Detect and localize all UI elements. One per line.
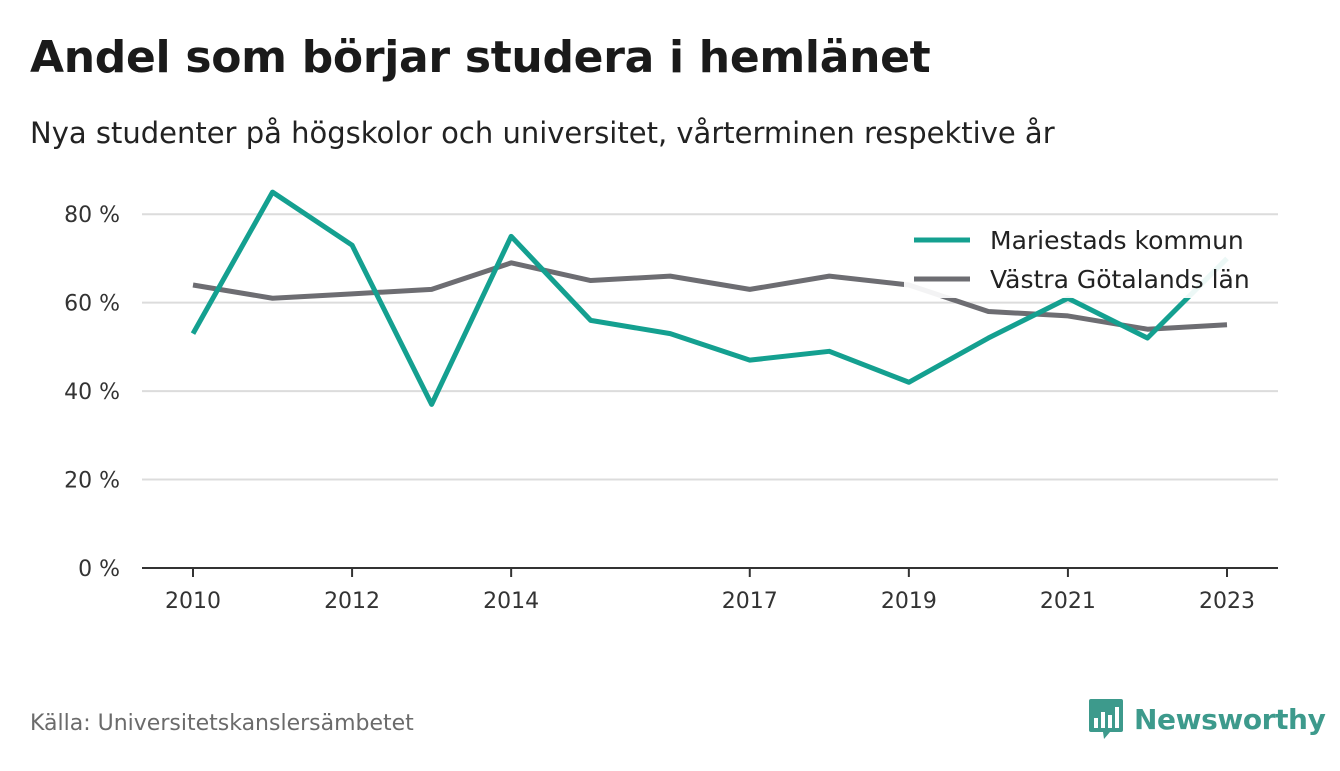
y-tick-label: 80 % <box>64 203 120 228</box>
legend-label: Västra Götalands län <box>990 265 1250 294</box>
brand-name: Newsworthy <box>1134 702 1326 736</box>
x-tick-label: 2017 <box>722 589 778 614</box>
x-axis-ticks: 2010 2012 2014 2017 2019 2021 2023 <box>165 568 1255 614</box>
source-note: Källa: Universitetskanslersämbetet <box>30 711 414 736</box>
x-tick-label: 2012 <box>324 589 380 614</box>
legend-label: Mariestads kommun <box>990 226 1244 255</box>
newsworthy-logo-icon <box>1089 699 1123 739</box>
y-tick-label: 0 % <box>78 557 120 582</box>
y-axis-ticks: 0 % 20 % 40 % 60 % 80 % <box>64 203 120 582</box>
x-tick-label: 2014 <box>483 589 539 614</box>
series-line-mariestads-kommun <box>190 189 1229 407</box>
x-tick-label: 2023 <box>1199 589 1255 614</box>
gridlines <box>142 213 1278 481</box>
chart-title: Andel som börjar studera i hemlänet <box>30 32 931 83</box>
x-tick-label: 2021 <box>1040 589 1096 614</box>
y-tick-label: 40 % <box>64 380 120 405</box>
legend-background <box>904 220 1282 298</box>
brand: Newsworthy <box>1088 697 1326 741</box>
x-tick-label: 2010 <box>165 589 221 614</box>
x-tick-label: 2019 <box>881 589 937 614</box>
y-tick-label: 20 % <box>64 469 120 494</box>
series-lines <box>190 189 1229 407</box>
y-tick-label: 60 % <box>64 292 120 317</box>
series-line-västra-götalands-län <box>192 260 1228 332</box>
legend: Mariestads kommun Västra Götalands län <box>904 220 1282 298</box>
chart-subtitle: Nya studenter på högskolor och universit… <box>30 116 1055 150</box>
